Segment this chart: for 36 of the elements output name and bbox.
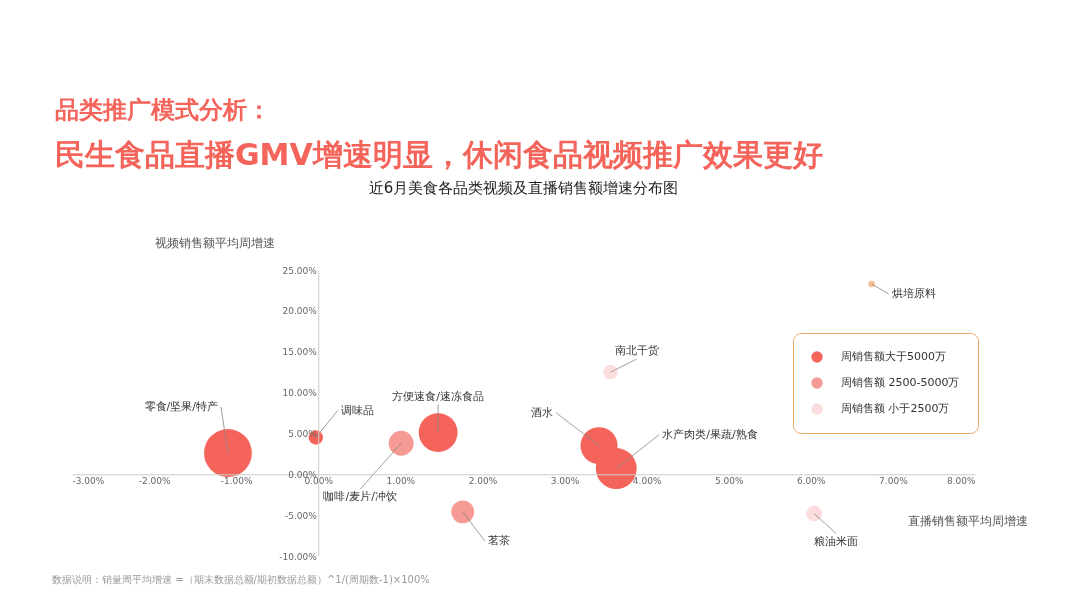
annotation: 酒水 — [531, 405, 554, 419]
y-tick-label: -10.00% — [279, 551, 318, 562]
annotation: 咖啡/麦片/冲饮 — [323, 490, 397, 504]
y-tick-label: 10.00% — [282, 388, 318, 399]
annotation: 零食/坚果/特产 — [144, 400, 218, 414]
annotation: 茗茶 — [487, 533, 510, 547]
x-tick-label: 5.00% — [714, 475, 744, 486]
annotation: 烘培原料 — [891, 286, 936, 300]
x-tick-label: 3.00% — [550, 475, 580, 486]
x-axis-title: 直播销售额平均周增速 — [907, 513, 1028, 528]
text: 数据说明：销量周平均增速 =（期末数据总额/期初数据总额）^1/(周期数-1)×100% — [52, 573, 430, 587]
chart-title: 近6月美食各品类视频及直播销售额增速分布图 — [368, 179, 679, 197]
annotation: 粮油米面 — [814, 534, 859, 548]
annotation: 水产肉类/果蔬/熟食 — [662, 427, 758, 441]
x-tick-label: 8.00% — [946, 475, 976, 486]
legend-label: 周销售额 2500-5000万 — [841, 376, 960, 389]
y-axis-title: 视频销售额平均周增速 — [154, 235, 275, 250]
legend-label: 周销售额 小于2500万 — [841, 402, 950, 415]
y-tick-label: 25.00% — [282, 265, 318, 276]
y-tick-label: -5.00% — [284, 510, 318, 521]
legend-label: 周销售额大于5000万 — [841, 350, 946, 363]
x-tick-label: 7.00% — [879, 475, 909, 486]
y-tick-label: 20.00% — [282, 306, 318, 317]
x-tick-label: -2.00% — [138, 475, 171, 486]
text: 民生食品直播GMV增速明显，休闲食品视频推广效果更好 — [55, 136, 823, 174]
annotation: 南北干货 — [614, 344, 659, 358]
x-tick-label: 2.00% — [468, 475, 498, 486]
x-tick-label: 4.00% — [632, 475, 662, 486]
annotation: 调味品 — [340, 403, 374, 417]
x-tick-label: 1.00% — [386, 475, 416, 486]
annotation: 方便速食/速冻食品 — [392, 389, 484, 403]
x-tick-label: 6.00% — [797, 475, 827, 486]
x-tick-label: -3.00% — [72, 475, 105, 486]
x-tick-label: -1.00% — [220, 475, 254, 486]
text: 品类推广模式分析： — [55, 95, 271, 126]
y-tick-label: 15.00% — [282, 347, 318, 358]
